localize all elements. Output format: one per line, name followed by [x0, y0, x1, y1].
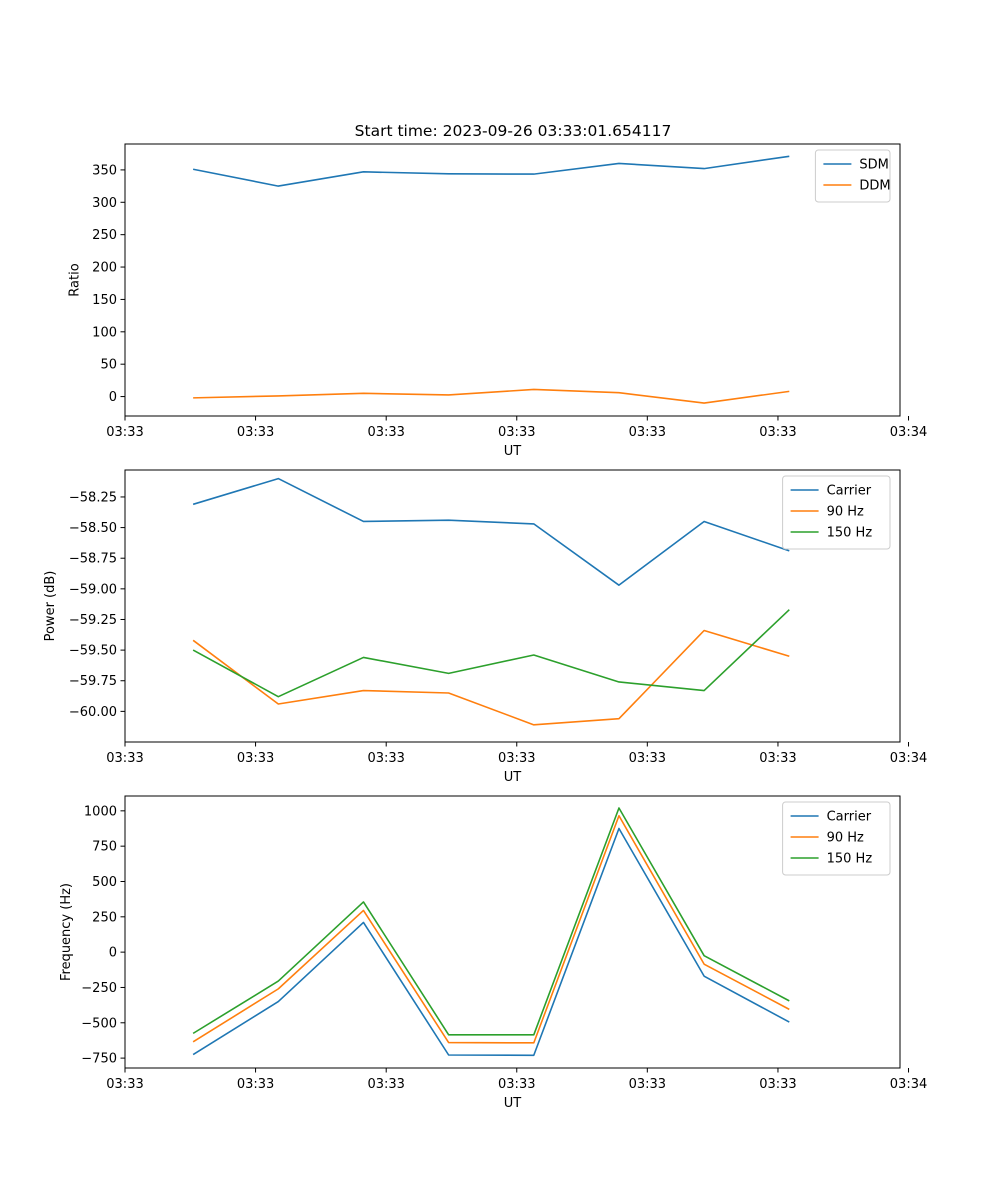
frequency-plot-area [124, 795, 901, 1069]
legend-label-90-hz: 90 Hz [827, 831, 864, 846]
y-tick-label: 0 [109, 390, 117, 405]
y-tick-label: 150 [92, 293, 117, 308]
ratio-legend: SDM DDM [814, 149, 891, 203]
y-tick-label: 1000 [84, 804, 117, 819]
legend-label-90-hz: 90 Hz [827, 505, 864, 520]
y-tick-label: −59.25 [69, 613, 117, 628]
ratio-panel: Start time: 2023-09-26 03:33:01.654117 0… [67, 122, 927, 459]
legend-label-150-hz: 150 Hz [827, 526, 873, 541]
x-tick-label: 03:33 [237, 751, 274, 766]
y-tick-label: 250 [92, 228, 117, 243]
legend-box [814, 149, 891, 203]
x-tick-label: 03:33 [237, 425, 274, 440]
y-tick-label: −750 [81, 1052, 117, 1067]
x-tick-label: 03:33 [367, 425, 404, 440]
series-line-carrier [192, 827, 790, 1057]
y-tick-label: −60.00 [69, 705, 117, 720]
x-tick-label: 03:33 [629, 425, 666, 440]
series-line-sdm [192, 155, 790, 187]
y-tick-label: −59.75 [69, 674, 117, 689]
series-line-90-hz [192, 814, 790, 1044]
power-legend: Carrier 90 Hz 150 Hz [782, 475, 891, 550]
ratio-plot-area [124, 143, 901, 417]
y-tick-label: 300 [92, 196, 117, 211]
y-tick-label: −58.50 [69, 521, 117, 536]
series-line-90-hz [192, 629, 790, 726]
frequency-legend: Carrier 90 Hz 150 Hz [782, 801, 891, 876]
frequency-panel: 03:33 03:33 03:33 03:33 03:33 03:33 03:34 −750 −… [59, 795, 927, 1111]
x-tick-label: 03:34 [890, 425, 927, 440]
y-tick-label: 200 [92, 261, 117, 276]
x-tick-label: 03:33 [498, 751, 535, 766]
y-tick-label: −59.00 [69, 582, 117, 597]
power-x-axis-label: UT [504, 770, 522, 785]
ratio-y-axis-label: Ratio [67, 263, 82, 296]
y-tick-label: −250 [81, 981, 117, 996]
series-line-150-hz [192, 807, 790, 1036]
frequency-x-axis-label: UT [504, 1096, 522, 1111]
legend-label-carrier: Carrier [827, 484, 872, 499]
power-y-axis-label: Power (dB) [43, 571, 58, 642]
x-tick-label: 03:33 [106, 1077, 143, 1092]
y-tick-label: −59.50 [69, 644, 117, 659]
x-tick-label: 03:33 [498, 1077, 535, 1092]
x-tick-label: 03:33 [237, 1077, 274, 1092]
x-tick-label: 03:34 [890, 1077, 927, 1092]
power-plot-area [124, 469, 901, 743]
legend-label-ddm: DDM [859, 179, 890, 194]
x-tick-label: 03:33 [629, 1077, 666, 1092]
x-tick-label: 03:33 [759, 751, 796, 766]
x-tick-label: 03:33 [367, 1077, 404, 1092]
series-line-150-hz [192, 609, 790, 698]
y-tick-label: 500 [92, 875, 117, 890]
y-tick-label: 100 [92, 325, 117, 340]
y-tick-label: 350 [92, 163, 117, 178]
legend-box [782, 475, 891, 550]
y-tick-label: 50 [100, 358, 117, 373]
x-tick-label: 03:33 [498, 425, 535, 440]
x-tick-label: 03:33 [106, 751, 143, 766]
ratio-x-axis-label: UT [504, 444, 522, 459]
legend-label-sdm: SDM [859, 158, 888, 173]
y-tick-label: 250 [92, 910, 117, 925]
power-panel: 03:33 03:33 03:33 03:33 03:33 03:33 03:34 −60.0… [43, 469, 927, 785]
frequency-y-axis-label: Frequency (Hz) [59, 883, 74, 981]
x-tick-label: 03:33 [367, 751, 404, 766]
x-tick-label: 03:33 [106, 425, 143, 440]
x-tick-label: 03:33 [759, 425, 796, 440]
y-tick-label: −500 [81, 1016, 117, 1031]
series-line-ddm [193, 388, 790, 404]
chart-title: Start time: 2023-09-26 03:33:01.654117 [355, 122, 672, 140]
y-tick-label: 750 [92, 840, 117, 855]
legend-label-carrier: Carrier [827, 810, 872, 825]
x-tick-label: 03:34 [890, 751, 927, 766]
y-tick-label: 0 [109, 946, 117, 961]
legend-box [782, 801, 891, 876]
legend-label-150-hz: 150 Hz [827, 852, 873, 867]
y-tick-label: −58.75 [69, 552, 117, 567]
y-tick-label: −58.25 [69, 490, 117, 505]
x-tick-label: 03:33 [759, 1077, 796, 1092]
series-line-carrier [192, 477, 790, 586]
x-tick-label: 03:33 [629, 751, 666, 766]
